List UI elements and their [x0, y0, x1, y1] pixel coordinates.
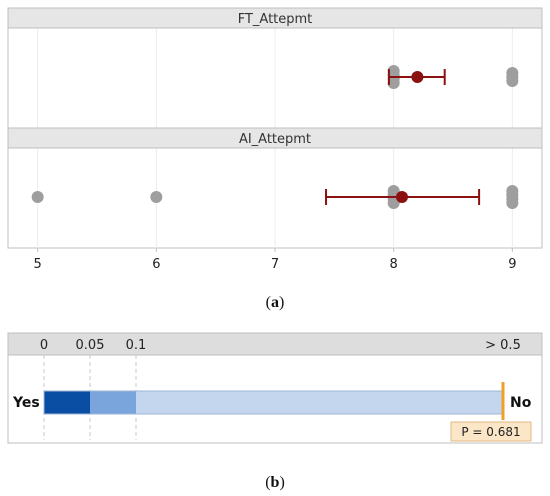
pvalue-scale-header	[7, 332, 543, 356]
x-tick-label: 9	[508, 257, 516, 272]
yes-label: Yes	[12, 395, 40, 411]
x-axis-ticks: 5 6 7 8 9	[34, 248, 516, 272]
bar-segment-weak	[136, 391, 503, 414]
mean-marker	[395, 191, 408, 203]
bar-segment-strong	[44, 391, 90, 414]
caption-b: (b)	[265, 474, 285, 491]
p-value-label-box	[450, 421, 532, 442]
scale-tick-label: 0.05	[76, 338, 105, 353]
dotplot-panel: FT_Attepmt AI_Attepmt 5 6 7 8 9 (a)	[7, 7, 543, 311]
mean-marker	[411, 71, 424, 83]
data-point	[506, 75, 519, 87]
scale-tick-label: > 0.5	[485, 338, 521, 353]
data-point	[387, 77, 400, 89]
data-point	[387, 197, 400, 209]
caption-a: (a)	[266, 294, 285, 311]
x-tick-label: 8	[390, 257, 398, 272]
strip-label-ft: FT_Attepmt	[238, 12, 313, 27]
pvalue-panel: 0 0.05 0.1 > 0.5 P = 0.681 Yes No (b)	[7, 332, 543, 491]
x-tick-label: 5	[34, 257, 42, 272]
dotplot-marks	[31, 65, 519, 209]
strip-header-ft	[7, 7, 543, 29]
x-tick-label: 6	[152, 257, 160, 272]
scale-tick-label: 0.1	[126, 338, 147, 353]
data-point	[31, 191, 44, 203]
strip-label-ai: AI_Attepmt	[239, 132, 311, 147]
bar-segment-moderate	[90, 391, 136, 414]
strip-header-ai	[7, 127, 543, 149]
data-point	[506, 197, 519, 209]
pvalue-marks: 0 0.05 0.1 > 0.5 P = 0.681	[40, 338, 532, 442]
scale-tick-label: 0	[40, 338, 48, 353]
x-tick-label: 7	[271, 257, 279, 272]
data-point	[150, 191, 163, 203]
p-value-label: P = 0.681	[461, 425, 520, 439]
no-label: No	[510, 395, 532, 411]
